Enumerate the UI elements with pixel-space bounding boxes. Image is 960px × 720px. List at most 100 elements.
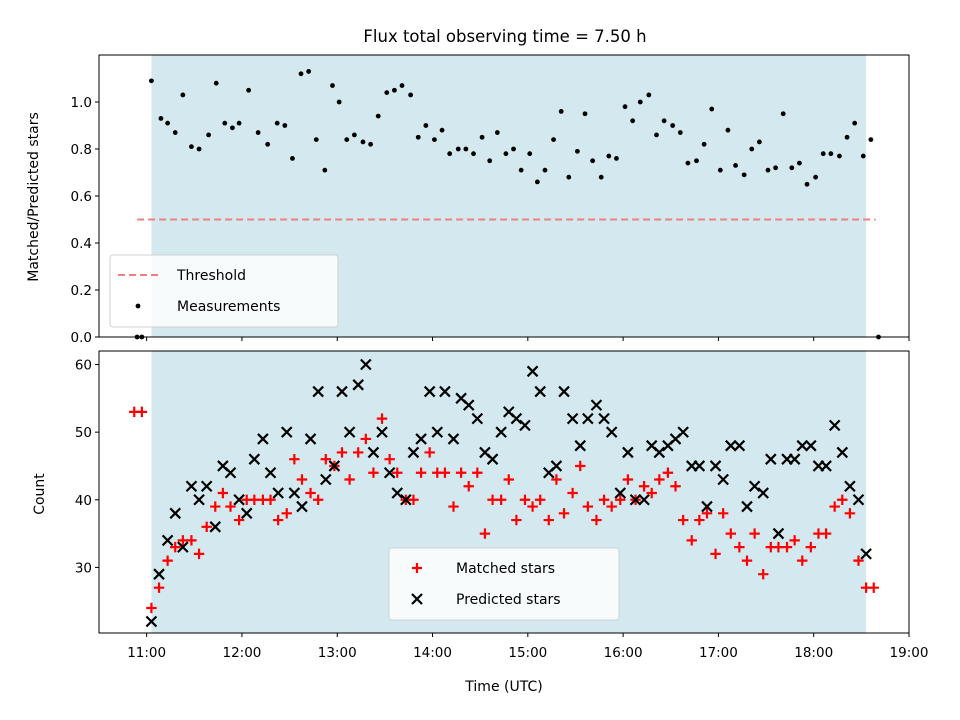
y-tick-label: 0.4: [71, 236, 92, 252]
predicted-star-point: [582, 412, 594, 425]
predicted-star-point: [638, 493, 650, 506]
matched-star-point: [272, 514, 284, 526]
measurement-point: [471, 151, 476, 157]
measurement-point: [797, 160, 802, 166]
measurement-point: [765, 167, 771, 173]
measurement-point: [804, 181, 810, 187]
measurement-point: [749, 146, 755, 152]
measurement-point: [196, 146, 202, 152]
measurement-point: [780, 111, 786, 117]
measurement-point: [670, 123, 676, 128]
predicted-star-point: [788, 453, 801, 465]
matched-star-point: [439, 467, 451, 478]
matched-star-point: [170, 541, 181, 553]
predicted-star-point: [828, 419, 841, 432]
predicted-star-point: [717, 473, 729, 486]
measurement-point: [479, 134, 485, 140]
predicted-star-point: [383, 466, 396, 479]
measurement-point: [551, 137, 556, 143]
measurement-point: [574, 148, 580, 154]
predicted-star-point: [709, 460, 722, 472]
measurement-point: [447, 151, 453, 157]
predicted-star-point: [423, 385, 436, 398]
predicted-star-point: [240, 507, 253, 520]
matched-star-point: [717, 508, 729, 519]
matched-star-point: [805, 541, 817, 553]
predicted-star-point: [558, 385, 570, 398]
matched-star-point: [265, 494, 276, 505]
measurement-point: [494, 130, 500, 135]
matched-star-point: [598, 494, 610, 505]
measurement-point: [399, 83, 405, 88]
measurement-point: [206, 132, 211, 138]
measurement-point: [463, 146, 469, 152]
matched-star-point: [725, 528, 736, 539]
predicted-star-point: [534, 385, 546, 398]
x-tick-label: 17:00: [699, 645, 738, 661]
matched-star-point: [710, 548, 721, 560]
measurement-point: [518, 167, 524, 173]
matched-star-point: [186, 535, 197, 546]
measurement-point: [282, 123, 288, 128]
predicted-star-point: [272, 487, 284, 499]
measurement-point: [180, 92, 186, 98]
predicted-star-point: [852, 493, 865, 506]
measurement-point: [487, 158, 493, 164]
predicted-star-point: [629, 493, 642, 506]
predicted-star-point: [224, 466, 237, 479]
y-tick-label: 0.6: [71, 189, 92, 205]
y-tick-label: 0.2: [71, 283, 92, 299]
matched-star-point: [820, 528, 832, 539]
measurement-point: [298, 71, 304, 77]
matched-star-point: [758, 568, 769, 580]
matched-star-point: [677, 514, 689, 526]
measurement-point: [820, 151, 826, 157]
measurement-point: [368, 141, 373, 147]
predicted-star-point: [693, 460, 706, 472]
measurement-point: [384, 90, 390, 95]
ratio-panel: 0.0 0.2 0.4 0.6 0.8 1.0 Threshold Measurements: [71, 54, 910, 346]
matched-star-point: [646, 487, 657, 499]
y-tick-label: 40: [75, 493, 92, 509]
measurement-point: [172, 130, 178, 135]
measurement-point: [265, 141, 271, 147]
measurement-point: [542, 167, 548, 173]
predicted-star-point: [200, 480, 213, 493]
matched-star-point: [376, 413, 388, 424]
predicted-star-point: [526, 365, 539, 378]
matched-star-point: [344, 474, 355, 485]
predicted-star-point: [820, 460, 832, 472]
matched-star-point: [201, 521, 212, 533]
matched-star-point: [734, 541, 745, 553]
x-tick-label: 16:00: [604, 645, 643, 661]
bottom-ylabel: Count: [32, 473, 48, 515]
measurement-point: [852, 120, 858, 126]
measurement-point: [246, 87, 252, 93]
measurement-point: [313, 137, 319, 143]
bottom-legend: Matched stars Predicted stars: [388, 547, 620, 621]
measurement-point: [637, 99, 643, 105]
predicted-star-point: [257, 433, 269, 445]
measurement-point: [566, 174, 572, 180]
predicted-star-point: [765, 453, 777, 465]
predicted-star-point: [320, 473, 332, 486]
predicted-star-point: [376, 426, 388, 438]
measurement-point: [725, 127, 731, 133]
predicted-star-point: [161, 534, 174, 547]
measurement-point: [813, 174, 819, 180]
matched-star-point: [558, 508, 570, 519]
predicted-star-point: [280, 426, 293, 438]
predicted-star-point: [805, 439, 817, 452]
measurement-point: [860, 153, 866, 159]
matched-star-point: [463, 481, 474, 492]
measurement-point: [392, 87, 397, 93]
x-tick-label: 19:00: [890, 645, 929, 661]
matched-star-point: [575, 460, 586, 472]
predicted-star-point: [407, 446, 420, 459]
y-tick-label: 1.0: [71, 95, 92, 111]
predicted-star-point: [574, 439, 587, 452]
matched-star-point: [868, 582, 879, 593]
matched-star-point: [615, 494, 626, 505]
matched-star-point: [606, 501, 617, 512]
measurement-point: [741, 172, 747, 178]
